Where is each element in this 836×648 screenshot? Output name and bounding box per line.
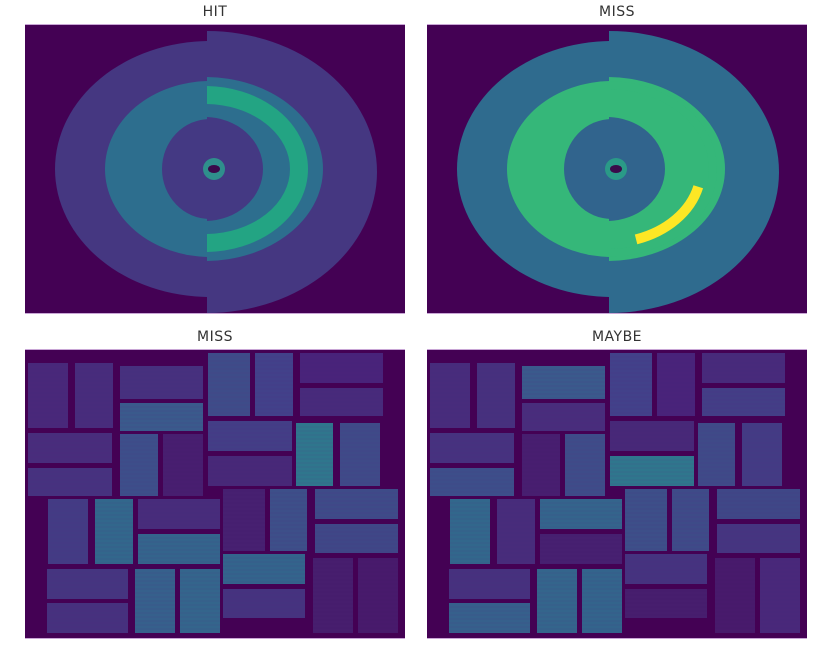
panel-title-maybe: MAYBE (591, 329, 643, 345)
detector-tile (138, 534, 220, 564)
left-detector-half (55, 41, 207, 297)
detector-tile (717, 524, 800, 553)
detector-tile (610, 456, 694, 486)
detector-tile (28, 468, 112, 496)
detector-tile (715, 558, 755, 633)
detector-tile (430, 363, 470, 428)
detector-tile (477, 363, 515, 428)
detector-tile (449, 603, 530, 633)
detector-tile (625, 489, 667, 551)
detector-tile (47, 569, 128, 599)
bright-band (207, 86, 308, 252)
detector-tile (48, 499, 88, 564)
detector-tile (717, 489, 800, 519)
detector-tile (702, 353, 785, 383)
detector-tile (208, 456, 292, 486)
middle-ring (507, 81, 609, 257)
detector-tile (95, 499, 133, 564)
detector-tile (702, 388, 785, 416)
detector-tile (742, 423, 782, 486)
detector-tile (163, 434, 203, 496)
panel-miss-bottom-image (25, 349, 405, 639)
middle-ring (105, 81, 207, 257)
detector-tile (223, 589, 305, 618)
detector-tile (540, 534, 622, 564)
detector-tile (537, 569, 577, 633)
panel-title-miss-bottom: MISS (197, 329, 233, 345)
detector-tile (296, 423, 333, 486)
detector-tile (582, 569, 622, 633)
detector-tile (610, 421, 694, 451)
detector-tile (340, 423, 380, 486)
panel-miss-top-image (427, 24, 807, 314)
detector-tile (120, 403, 203, 431)
detector-tile (208, 353, 250, 416)
detector-image (25, 25, 405, 313)
detector-tile (120, 366, 203, 399)
detector-tile (449, 569, 530, 599)
inner-region (162, 119, 207, 219)
inner-region (564, 119, 609, 219)
detector-tile (565, 434, 605, 496)
detector-image (427, 25, 807, 313)
detector-tile (522, 403, 605, 431)
detector-tile (760, 558, 800, 633)
inner-region (609, 117, 665, 221)
detector-tile (75, 363, 113, 428)
right-detector-half (609, 31, 779, 313)
detector-tile (430, 468, 514, 496)
detector-tile (300, 388, 383, 416)
detector-tile (497, 499, 535, 564)
detector-tile (208, 421, 292, 451)
detector-tile (315, 489, 398, 519)
detector-tile (315, 524, 398, 553)
detector-tile (625, 589, 707, 618)
detector-tile (223, 554, 305, 584)
detector-tile (450, 499, 490, 564)
detector-tile (180, 569, 220, 633)
detector-tile (135, 569, 175, 633)
beam-center-hole (208, 165, 220, 173)
detector-tile (610, 353, 652, 416)
detector-tile (138, 499, 220, 529)
panel-hit-image (25, 24, 405, 314)
middle-ring (207, 77, 323, 261)
detector-tile (522, 434, 560, 496)
detector-tile (625, 554, 707, 584)
detector-tile (540, 499, 622, 529)
detector-tile (358, 558, 398, 633)
detector-image (25, 350, 405, 638)
beam-center-hole (610, 165, 622, 173)
inner-region (207, 117, 263, 221)
detector-tile (120, 434, 158, 496)
detector-tile (300, 353, 383, 383)
detector-tile (657, 353, 695, 416)
panel-maybe-image (427, 349, 807, 639)
detector-tile (430, 433, 514, 463)
left-detector-half (457, 41, 609, 297)
detector-tile (223, 489, 265, 551)
detector-tile (672, 489, 709, 551)
right-detector-half (207, 31, 377, 313)
detector-tile (47, 603, 128, 633)
detector-tile (255, 353, 293, 416)
detector-tile (698, 423, 735, 486)
detector-image (427, 350, 807, 638)
detector-tile (522, 366, 605, 399)
detector-tile (28, 433, 112, 463)
detector-tile (28, 363, 68, 428)
detector-tile (270, 489, 307, 551)
panel-title-miss-top: MISS (599, 4, 635, 20)
panel-title-hit: HIT (202, 4, 228, 20)
detector-tile (313, 558, 353, 633)
